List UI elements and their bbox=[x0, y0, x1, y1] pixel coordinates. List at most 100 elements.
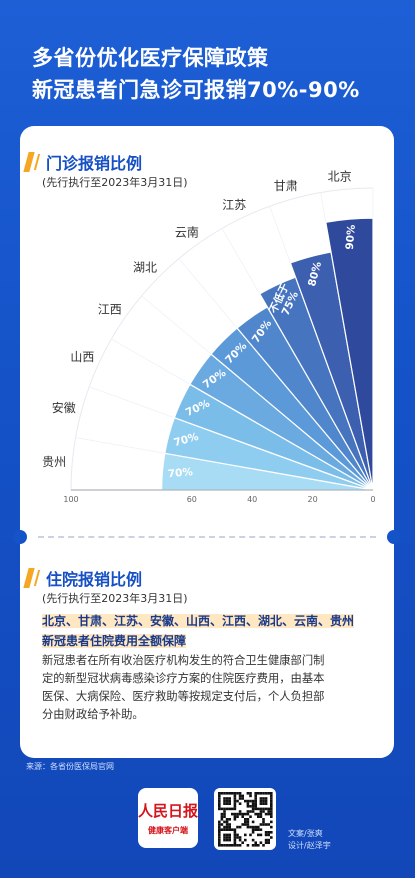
qr-module bbox=[259, 802, 263, 805]
qr-module bbox=[267, 807, 270, 811]
qr-module bbox=[262, 823, 265, 826]
qr-module bbox=[259, 792, 263, 795]
qr-module bbox=[236, 812, 239, 816]
qr-module bbox=[251, 828, 255, 831]
qr-module bbox=[238, 825, 242, 829]
qr-module bbox=[254, 812, 257, 816]
qr-module bbox=[218, 820, 221, 824]
qr-module bbox=[270, 836, 273, 839]
gridline-arc bbox=[70, 187, 374, 491]
qr-module bbox=[262, 820, 265, 824]
qr-module bbox=[259, 841, 263, 844]
qr-module bbox=[228, 807, 231, 811]
qr-module bbox=[241, 823, 244, 826]
credits: 文案/张爽 设计/赵泽宇 bbox=[288, 828, 331, 852]
qr-module bbox=[251, 820, 255, 824]
qr-module bbox=[223, 836, 226, 839]
qr-module bbox=[236, 815, 239, 818]
qr-module bbox=[259, 812, 263, 816]
qr-module bbox=[249, 794, 252, 798]
qr-module bbox=[249, 792, 252, 795]
category-label: 江西 bbox=[98, 302, 122, 316]
qr-module bbox=[218, 792, 221, 795]
qr-module bbox=[225, 799, 229, 803]
qr-module bbox=[218, 825, 221, 829]
inpatient-section-header: 住院报销比例 bbox=[23, 566, 142, 590]
qr-module bbox=[233, 836, 237, 839]
qr-module bbox=[241, 815, 244, 818]
qr-module bbox=[233, 794, 237, 798]
qr-module bbox=[225, 828, 229, 831]
qr-module bbox=[254, 797, 257, 800]
qr-module bbox=[223, 792, 226, 795]
qr-module bbox=[228, 818, 231, 821]
qr-module bbox=[228, 802, 231, 805]
qr-module bbox=[225, 833, 229, 837]
qr-module bbox=[218, 799, 221, 803]
body-line: 分由财政给予补助。 bbox=[42, 708, 144, 721]
qr-module bbox=[254, 799, 257, 803]
qr-module bbox=[218, 805, 221, 808]
qr-module bbox=[270, 820, 273, 824]
tick-label: 20 bbox=[308, 495, 318, 504]
qr-module bbox=[254, 841, 257, 844]
inpatient-body: 新冠患者在所有收治医疗机构发生的符合卫生健康部门制 定的新型冠状病毒感染诊疗方案… bbox=[42, 652, 376, 724]
qr-module bbox=[246, 844, 250, 847]
qr-module bbox=[254, 794, 257, 798]
qr-module bbox=[257, 825, 260, 829]
qr-code[interactable] bbox=[214, 788, 276, 850]
qr-module bbox=[244, 818, 247, 821]
qr-module bbox=[233, 799, 237, 803]
outpatient-title: 门诊报销比例 bbox=[46, 154, 143, 173]
qr-module bbox=[251, 844, 255, 847]
qr-module bbox=[241, 797, 244, 800]
qr-module bbox=[241, 841, 244, 844]
qr-module bbox=[244, 799, 247, 803]
qr-module bbox=[262, 807, 265, 811]
qr-module bbox=[246, 810, 250, 813]
qr-module bbox=[228, 833, 231, 837]
qr-module bbox=[246, 805, 250, 808]
qr-module bbox=[233, 815, 237, 818]
qr-module bbox=[218, 794, 221, 798]
qr-module bbox=[220, 807, 224, 811]
tick-label: 40 bbox=[247, 495, 257, 504]
qr-module bbox=[233, 818, 237, 821]
qr-module bbox=[262, 792, 265, 795]
qr-module bbox=[267, 841, 270, 844]
highlight-provinces: 北京、甘肃、江苏、安徽、山西、江西、湖北、云南、贵州 bbox=[42, 614, 355, 628]
qr-module bbox=[218, 797, 221, 800]
qr-module bbox=[225, 797, 229, 800]
qr-module bbox=[223, 825, 226, 829]
inpatient-note: (先行执行至2023年3月31日) bbox=[42, 592, 188, 605]
qr-module bbox=[228, 836, 231, 839]
qr-module bbox=[259, 833, 263, 837]
qr-module bbox=[218, 831, 221, 834]
qr-module bbox=[251, 805, 255, 808]
qr-module bbox=[228, 823, 231, 826]
qr-module bbox=[220, 792, 224, 795]
qr-module bbox=[267, 812, 270, 816]
qr-module bbox=[231, 844, 234, 847]
qr-module bbox=[220, 818, 224, 821]
qr-module bbox=[238, 797, 242, 800]
qr-module bbox=[223, 807, 226, 811]
qr-module bbox=[270, 792, 273, 795]
data-label: 90% bbox=[344, 224, 358, 251]
qr-module bbox=[264, 797, 268, 800]
source-text: 来源：各省份医保局官网 bbox=[26, 762, 114, 771]
qr-module bbox=[238, 794, 242, 798]
qr-module bbox=[236, 836, 239, 839]
qr-module bbox=[270, 815, 273, 818]
qr-module bbox=[233, 844, 237, 847]
card-notch-left bbox=[13, 530, 27, 544]
qr-module bbox=[270, 799, 273, 803]
qr-module bbox=[233, 797, 237, 800]
qr-module bbox=[244, 823, 247, 826]
qr-module bbox=[223, 810, 226, 813]
qr-module bbox=[225, 818, 229, 821]
qr-module bbox=[218, 802, 221, 805]
qr-module bbox=[264, 799, 268, 803]
qr-module bbox=[233, 802, 237, 805]
